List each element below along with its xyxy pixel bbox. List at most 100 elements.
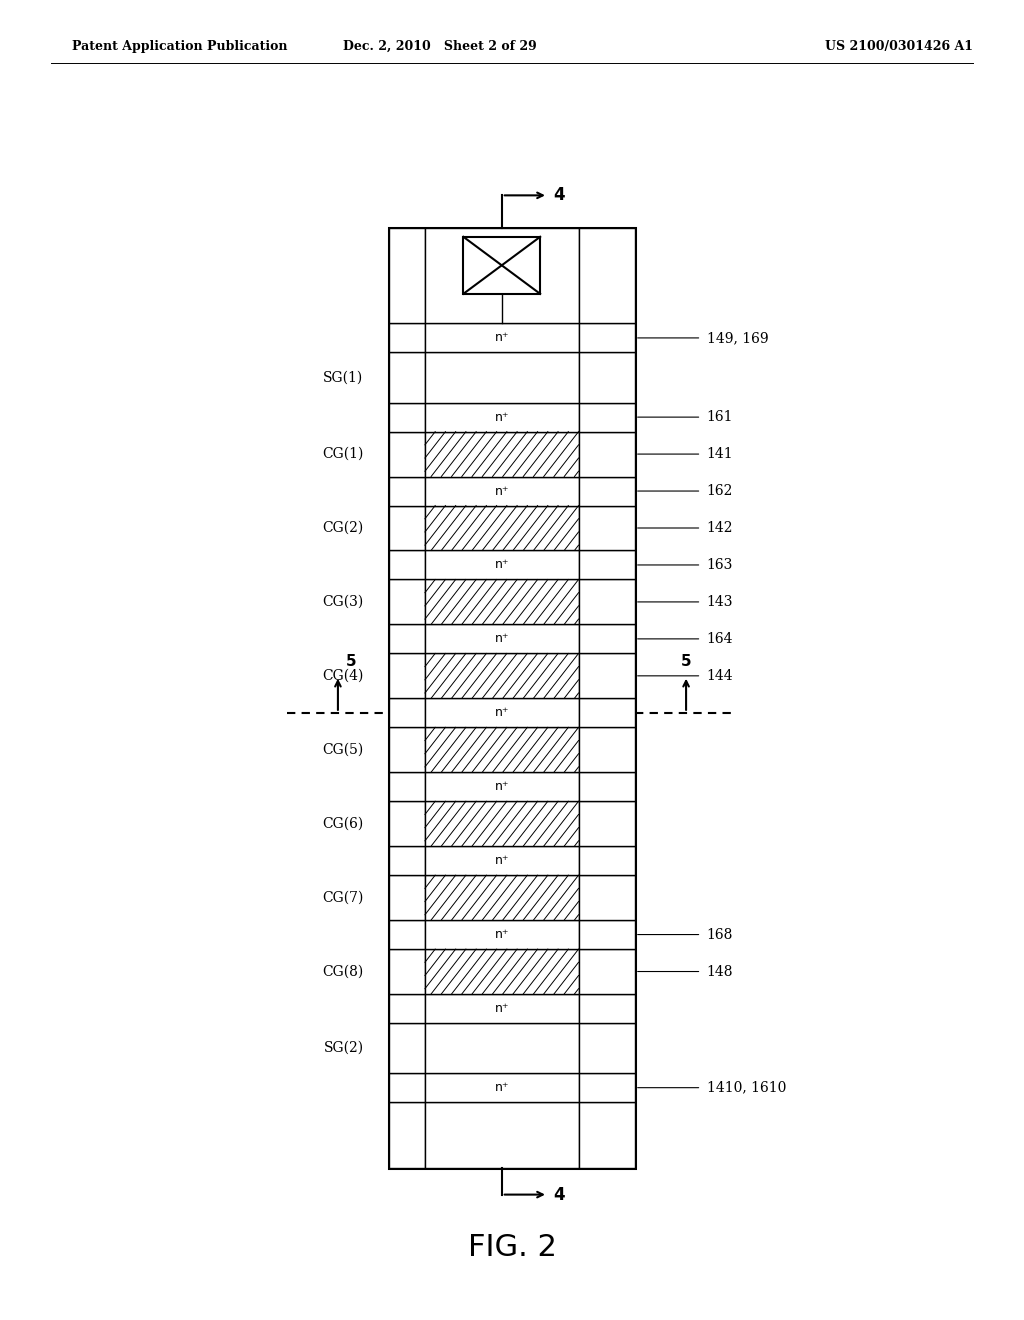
Text: 161: 161 [707,411,733,424]
Bar [389,1073,425,1102]
Text: n⁺: n⁺ [495,928,509,941]
Text: n⁺: n⁺ [495,1081,509,1094]
Bar [425,352,579,403]
Text: 162: 162 [707,484,733,498]
Bar [579,994,635,1023]
Text: CG(4): CG(4) [323,669,364,682]
Text: US 2100/0301426 A1: US 2100/0301426 A1 [824,40,973,53]
Text: n⁺: n⁺ [495,780,509,793]
Bar [425,1023,579,1073]
Bar [579,920,635,949]
Bar [425,698,579,727]
Text: 141: 141 [707,447,733,461]
Text: CG(8): CG(8) [323,965,364,978]
Bar [389,550,425,579]
Bar [579,1102,635,1168]
Text: SG(1): SG(1) [324,371,364,384]
Text: n⁺: n⁺ [495,484,509,498]
Text: n⁺: n⁺ [495,558,509,572]
Bar [425,875,579,920]
Text: Dec. 2, 2010   Sheet 2 of 29: Dec. 2, 2010 Sheet 2 of 29 [343,40,538,53]
Bar [389,506,425,550]
Text: 5: 5 [681,655,691,669]
Bar [389,875,425,920]
Bar [425,727,579,772]
Text: 1410, 1610: 1410, 1610 [707,1081,786,1094]
Bar [425,477,579,506]
Bar [425,624,579,653]
Bar [425,550,579,579]
Bar [389,432,425,477]
Bar [579,403,635,432]
Text: 5: 5 [346,655,356,669]
Text: n⁺: n⁺ [495,331,509,345]
Bar [579,1073,635,1102]
Bar [579,801,635,846]
Text: 168: 168 [707,928,733,941]
Bar [389,653,425,698]
Bar [425,323,579,352]
Bar [579,506,635,550]
Bar [389,727,425,772]
Bar [579,1023,635,1073]
Bar [425,1102,579,1168]
Bar [425,1073,579,1102]
Text: n⁺: n⁺ [495,632,509,645]
Text: 164: 164 [707,632,733,645]
Bar [389,994,425,1023]
Text: n⁺: n⁺ [495,706,509,719]
Text: CG(5): CG(5) [323,743,364,756]
Bar [389,920,425,949]
Text: CG(3): CG(3) [323,595,364,609]
Bar [425,403,579,432]
Bar [389,772,425,801]
Text: 142: 142 [707,521,733,535]
Text: SG(2): SG(2) [324,1041,364,1055]
Text: CG(2): CG(2) [323,521,364,535]
Bar [579,949,635,994]
Bar [425,579,579,624]
Text: n⁺: n⁺ [495,411,509,424]
Text: 144: 144 [707,669,733,682]
Bar [389,228,635,1168]
Bar [579,875,635,920]
Bar [579,846,635,875]
Bar [389,949,425,994]
Bar [425,949,579,994]
Bar [389,477,425,506]
Bar [579,477,635,506]
Bar [425,994,579,1023]
Text: 163: 163 [707,558,733,572]
Text: FIG. 2: FIG. 2 [468,1233,556,1262]
Bar [425,846,579,875]
Text: n⁺: n⁺ [495,854,509,867]
Bar [389,352,425,403]
Bar [389,228,425,323]
Bar [579,727,635,772]
Bar [425,920,579,949]
Bar [579,653,635,698]
Bar [389,801,425,846]
Text: CG(6): CG(6) [323,817,364,830]
Text: 4: 4 [553,186,564,205]
Bar [425,801,579,846]
Text: 149, 169: 149, 169 [707,331,768,345]
Bar [579,228,635,323]
Text: 148: 148 [707,965,733,978]
Bar [389,846,425,875]
Bar [389,1023,425,1073]
Text: CG(7): CG(7) [323,891,364,904]
Text: n⁺: n⁺ [495,1002,509,1015]
Bar [389,323,425,352]
Bar [579,323,635,352]
Bar [425,653,579,698]
Bar [579,352,635,403]
Text: 143: 143 [707,595,733,609]
Bar [425,228,579,323]
Bar [579,432,635,477]
Bar [389,1102,425,1168]
Bar [389,403,425,432]
Bar [579,550,635,579]
Bar [579,579,635,624]
Bar [425,506,579,550]
